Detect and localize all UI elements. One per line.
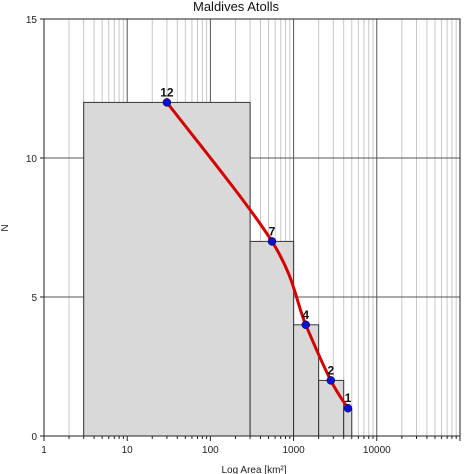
data-label: 2 <box>327 363 334 377</box>
bar <box>83 101 251 437</box>
data-label: 12 <box>160 85 174 99</box>
data-label: 1 <box>345 391 352 405</box>
y-tick-label: 0 <box>31 432 37 443</box>
data-point <box>343 403 353 413</box>
x-tick-label: 1000 <box>282 445 305 456</box>
series: 12 7 4 21 <box>160 85 353 413</box>
bar <box>318 379 345 437</box>
x-tick-label: 100 <box>202 445 219 456</box>
x-tick-label: 10000 <box>363 445 391 456</box>
series-line <box>165 101 350 410</box>
data-point <box>267 237 277 246</box>
y-tick-label: 10 <box>26 154 38 165</box>
x-axis-label: Log Area [km²] <box>221 465 286 474</box>
plot-frame <box>43 18 461 437</box>
y-tick-label: 5 <box>31 293 37 304</box>
data-point <box>162 98 172 107</box>
data-point <box>326 376 336 385</box>
chart-title: Maldives Atolls <box>193 0 279 14</box>
x-tick-label: 1 <box>41 445 47 456</box>
x-tick-label: 10 <box>122 445 134 456</box>
data-point <box>301 320 311 330</box>
data-label: 4 <box>302 308 309 322</box>
data-label: 7 <box>269 224 276 238</box>
bars <box>83 101 353 437</box>
bar <box>293 324 320 437</box>
y-axis-label: N <box>0 224 11 231</box>
bar <box>249 240 295 437</box>
ticks: 1 10 100 1000 10000 0 5 10 15 <box>26 15 461 456</box>
y-tick-label: 15 <box>26 15 38 26</box>
